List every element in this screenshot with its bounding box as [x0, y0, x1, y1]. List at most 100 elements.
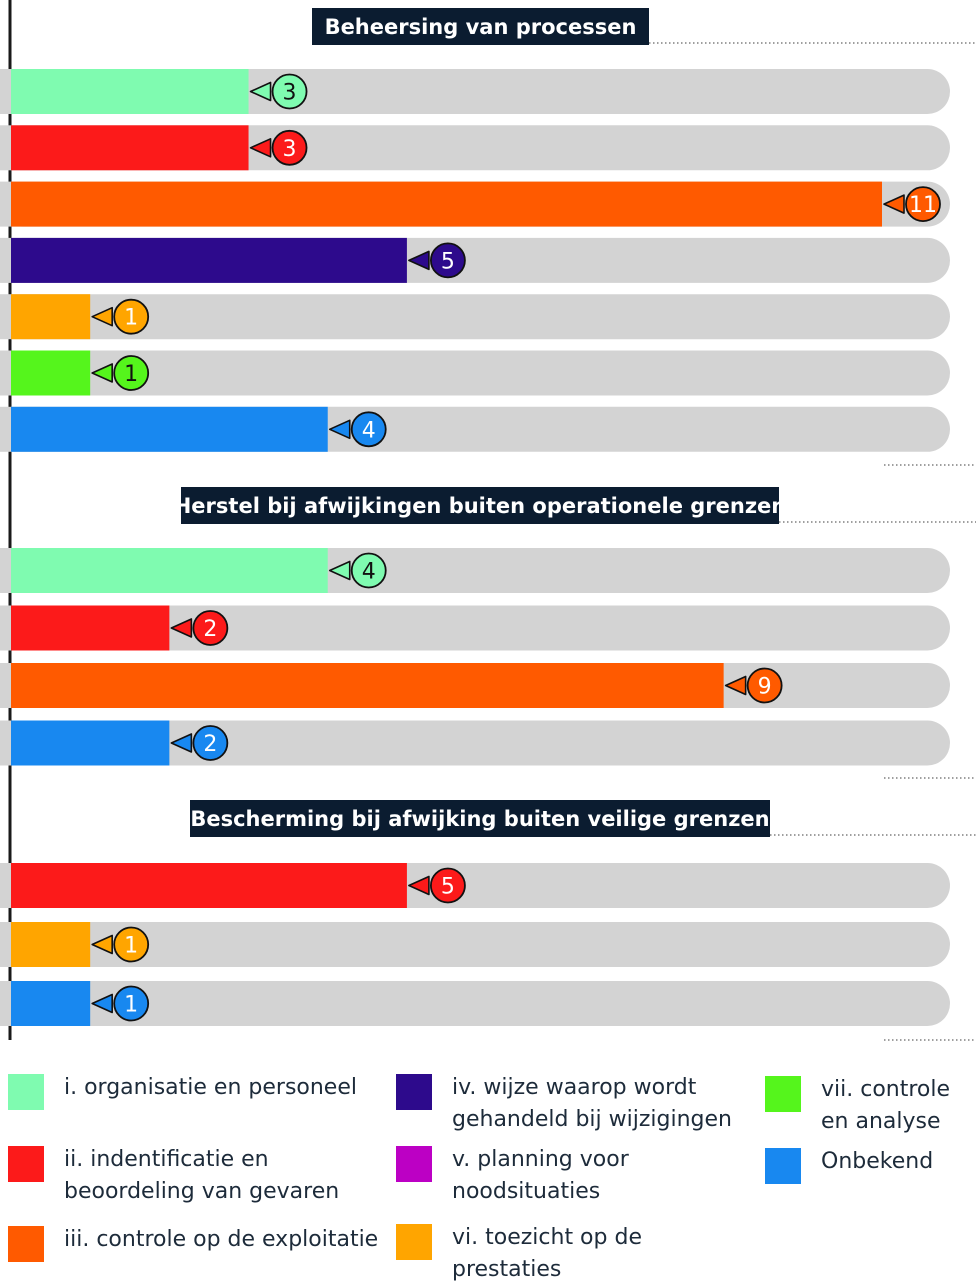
- data-label: 2: [203, 732, 217, 757]
- marker-pointer: [883, 194, 905, 214]
- panel-title: Beheersing van processen: [325, 15, 637, 39]
- marker-circle: [350, 411, 387, 448]
- marker-pointer: [408, 250, 430, 271]
- legend-label: vii. controle en analyse: [821, 1077, 951, 1134]
- marker-circle: [746, 667, 783, 704]
- marker-pointer: [408, 875, 430, 896]
- marker-pointer: [170, 733, 193, 753]
- bar-group: 4: [0, 548, 950, 593]
- marker-circle: [113, 298, 150, 335]
- legend-swatch: [396, 1146, 432, 1182]
- bar-group: 1: [0, 922, 950, 967]
- legend-swatch: [8, 1074, 44, 1110]
- data-label: 11: [909, 193, 937, 218]
- data-label: 2: [203, 617, 217, 642]
- legend-item: i. organisatie en personeel: [8, 1072, 357, 1110]
- marker-circle: [113, 926, 150, 963]
- legend-label: i. organisatie en personeel: [64, 1075, 357, 1100]
- bar: [11, 922, 91, 967]
- legend-item: vi. toezicht op de prestaties: [396, 1222, 642, 1286]
- data-label: 9: [758, 675, 772, 700]
- bar-group: 1: [0, 294, 950, 340]
- legend-label: v. planning voor noodsituaties: [452, 1147, 629, 1204]
- bar-group: 4: [0, 406, 950, 452]
- bar-track: [0, 720, 950, 766]
- bar-group: 3: [0, 69, 950, 114]
- data-label: 1: [124, 934, 138, 959]
- data-label: 3: [283, 81, 297, 106]
- legend-label: ii. indentificatie en beoordeling van ge…: [64, 1147, 340, 1204]
- legend-item: Onbekend: [765, 1146, 933, 1184]
- panel-2: Herstel bij afwijkingen buiten operation…: [0, 487, 976, 779]
- legend-swatch: [765, 1076, 801, 1112]
- marker-circle: [350, 552, 387, 589]
- marker-pointer: [328, 560, 351, 581]
- data-label: 5: [441, 249, 455, 274]
- bar: [11, 69, 249, 114]
- legend-swatch: [8, 1146, 44, 1182]
- data-label: 5: [441, 875, 455, 900]
- bar: [11, 125, 249, 171]
- bar-group: 1: [0, 981, 950, 1026]
- marker-circle: [430, 867, 466, 904]
- bar-track: [0, 922, 950, 967]
- legend-item: vii. controle en analyse: [765, 1074, 950, 1138]
- marker-pointer: [91, 993, 113, 1014]
- marker-pointer: [249, 138, 272, 158]
- bar: [11, 663, 724, 708]
- marker-circle: [113, 985, 150, 1022]
- marker-pointer: [91, 306, 113, 327]
- legend-item: iv. wijze waarop wordt gehandeld bij wij…: [396, 1072, 732, 1136]
- bar: [11, 294, 91, 340]
- legend-label: Onbekend: [821, 1149, 934, 1174]
- legend-swatch: [396, 1074, 432, 1110]
- bar: [11, 548, 328, 593]
- bar: [11, 863, 407, 908]
- bar-group: 5: [0, 863, 950, 908]
- bar-group: 2: [0, 720, 950, 766]
- bar-group: 1: [0, 350, 950, 396]
- bar: [11, 350, 91, 396]
- panel-title: Bescherming bij afwijking buiten veilige…: [190, 807, 769, 831]
- panel-title-box: [181, 487, 779, 524]
- panel-title-box: [190, 800, 770, 837]
- panel-title-box: [312, 8, 649, 45]
- data-label: 4: [362, 418, 376, 443]
- marker-pointer: [724, 675, 747, 696]
- bar-track: [0, 294, 950, 340]
- data-label: 3: [283, 137, 297, 162]
- legend-swatch: [396, 1224, 432, 1260]
- legend-label: iv. wijze waarop wordt gehandeld bij wij…: [452, 1075, 732, 1132]
- marker-pointer: [91, 363, 113, 383]
- data-label: 4: [362, 560, 376, 585]
- bar: [11, 406, 328, 452]
- legend-item: ii. indentificatie en beoordeling van ge…: [8, 1144, 339, 1208]
- marker-circle: [271, 73, 308, 110]
- bar-group: 2: [0, 605, 950, 651]
- marker-circle: [192, 610, 229, 646]
- bar: [11, 181, 882, 227]
- bar-track: [0, 605, 950, 651]
- legend-label: iii. controle op de exploitatie: [64, 1227, 379, 1252]
- bar-track: [0, 981, 950, 1026]
- data-label: 1: [124, 993, 138, 1018]
- bar-group: 9: [0, 663, 950, 708]
- marker-circle: [113, 355, 150, 391]
- marker-pointer: [328, 419, 351, 440]
- marker-circle: [192, 725, 229, 761]
- bar: [11, 237, 407, 283]
- legend-swatch: [765, 1148, 801, 1184]
- bar: [11, 981, 91, 1026]
- marker-circle: [905, 186, 941, 223]
- panel-title: Herstel bij afwijkingen buiten operation…: [174, 494, 787, 518]
- legend-item: v. planning voor noodsituaties: [396, 1144, 629, 1208]
- marker-circle: [271, 129, 308, 166]
- bar-group: 3: [0, 125, 950, 171]
- legend-item: iii. controle op de exploitatie: [8, 1224, 378, 1262]
- bar-group: 5: [0, 237, 950, 283]
- bar: [11, 720, 170, 766]
- legend-label: vi. toezicht op de prestaties: [452, 1225, 642, 1282]
- marker-pointer: [249, 81, 272, 102]
- marker-pointer: [91, 934, 113, 955]
